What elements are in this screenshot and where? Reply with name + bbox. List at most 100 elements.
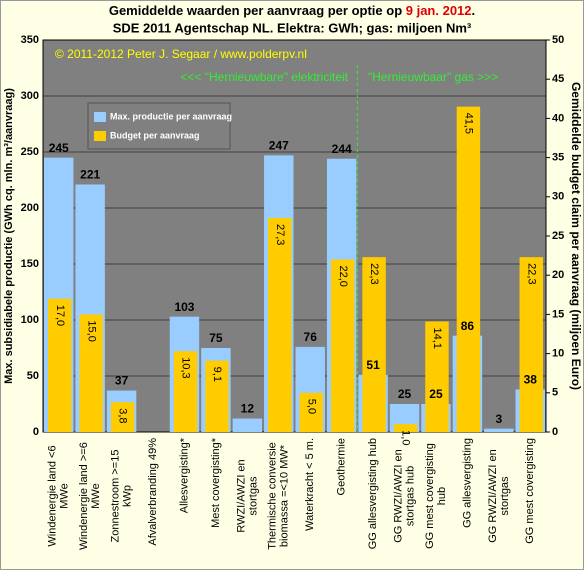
x-tick-label: Mest covergisting* <box>210 437 222 528</box>
title-part: . <box>472 3 476 18</box>
y2-tick-label: 20 <box>552 269 564 281</box>
x-tick-label: Afvalverbranding 49% <box>147 438 159 546</box>
value-label: 22,0 <box>337 266 349 287</box>
value-label: 38 <box>524 373 538 387</box>
y-tick-label: 350 <box>21 34 39 46</box>
y2-tick-label: 25 <box>552 230 564 242</box>
y2-tick-label: 5 <box>552 387 558 399</box>
bar <box>456 106 481 432</box>
legend-label: Max. productie per aanvraag <box>110 111 232 121</box>
x-tick-label: MWe <box>90 483 102 508</box>
legend-swatch <box>94 112 106 122</box>
value-label: 244 <box>332 142 352 156</box>
bar <box>110 402 135 432</box>
value-label: 1,0 <box>400 430 412 445</box>
value-label: 247 <box>269 139 289 153</box>
x-tick-label: GG mest covergisting <box>524 438 536 544</box>
legend: Max. productie per aanvraag Budget per aa… <box>87 102 232 150</box>
legend-box <box>87 102 231 150</box>
value-label: 22,3 <box>525 263 537 284</box>
y2-tick-label: 40 <box>552 112 564 124</box>
y-axis-label: Max. subsidiabele productie (GWh cq. mln… <box>3 88 15 384</box>
value-label: 51 <box>366 358 380 372</box>
x-tick-label: Allesvergisting* <box>178 437 190 513</box>
y2-tick-label: 50 <box>552 34 564 46</box>
value-label: 221 <box>80 168 100 182</box>
value-label: 76 <box>304 330 318 344</box>
value-label: 14,1 <box>431 327 443 348</box>
x-tick-label: Zonnestroom >=15 <box>110 450 122 543</box>
x-tick-label: GG RWZI/AWZI en <box>392 449 404 543</box>
x-tick-label: RWZI/AWZI en <box>235 459 247 532</box>
bar <box>299 392 323 432</box>
x-tick-label: biomassa =<10 MW* <box>279 444 291 547</box>
bar <box>173 351 198 432</box>
y-tick-label: 250 <box>21 146 39 158</box>
y2-tick-label: 35 <box>552 152 564 164</box>
annotation: <<< "Hernieuwbare" elektriciteit <box>180 70 348 84</box>
value-label: 3 <box>496 412 503 426</box>
bar <box>330 259 355 432</box>
x-tick-label: Waterkracht < 5 m. <box>304 438 316 531</box>
value-label: 245 <box>49 141 69 155</box>
x-tick-label: stortgas hub <box>404 466 416 527</box>
y2-axis-label: Gemiddelde budget claim per aanvraag (mi… <box>569 82 583 390</box>
value-label: 12 <box>241 402 255 416</box>
y2-tick-label: 45 <box>552 73 564 85</box>
x-tick-label: GG allesvergisting <box>461 438 473 528</box>
y2-tick-label: 0 <box>552 426 558 438</box>
x-tick-label: kWp <box>122 485 134 507</box>
bar <box>484 428 514 432</box>
value-label: 3,8 <box>117 408 129 423</box>
bar <box>48 298 72 432</box>
x-tick-label: Thermische conversie <box>267 442 279 550</box>
x-tick-label: MWe <box>59 483 71 508</box>
title-date: 9 jan. 2012 <box>406 3 472 18</box>
x-tick-label: hub <box>436 487 448 505</box>
value-label: 25 <box>398 387 412 401</box>
title-part: Gemiddelde waarden per aanvraag per opti… <box>109 3 406 18</box>
annotation: "Hernieuwbaar" gas >>> <box>368 70 498 84</box>
bar <box>362 257 386 432</box>
y2-tick-label: 30 <box>552 191 564 203</box>
value-label: 37 <box>115 374 129 388</box>
bar <box>205 360 229 432</box>
x-tick-label: Windenergie land >=6 <box>78 442 90 550</box>
x-tick-label: stortgas <box>499 476 511 516</box>
y2-tick-label: 15 <box>552 308 564 320</box>
chart-title: Gemiddelde waarden per aanvraag per opti… <box>109 3 475 18</box>
y-tick-label: 150 <box>21 258 39 270</box>
y2-tick-label: 10 <box>552 348 564 360</box>
bar <box>425 321 449 432</box>
annotation: © 2011-2012 Peter J. Segaar / www.polder… <box>55 47 307 61</box>
bar <box>519 257 543 432</box>
bar <box>232 418 263 432</box>
value-label: 22,3 <box>368 263 380 284</box>
value-label: 9,1 <box>211 367 223 382</box>
value-label: 25 <box>429 387 443 401</box>
y-tick-label: 0 <box>33 426 39 438</box>
x-tick-label: stortgas <box>247 476 259 516</box>
x-tick-label: Windenergie land <6 <box>47 445 59 546</box>
value-label: 86 <box>461 319 475 333</box>
y-tick-label: 200 <box>21 202 39 214</box>
y-tick-label: 100 <box>21 314 39 326</box>
bar <box>268 217 292 432</box>
x-tick-label: GG allesvergisting hub <box>367 438 379 549</box>
value-label: 103 <box>174 300 194 314</box>
legend-label: Budget per aanvraag <box>110 130 200 140</box>
x-tick-label: GG mest covergisting <box>424 443 436 549</box>
x-tick-label: Geothermie <box>336 438 348 495</box>
value-label: 5,0 <box>305 399 317 414</box>
bar <box>79 314 103 432</box>
value-label: 75 <box>209 331 223 345</box>
value-label: 27,3 <box>274 224 286 245</box>
value-label: 41,5 <box>463 113 475 134</box>
bar <box>393 424 418 432</box>
x-tick-label: GG RWZI/AWZI en <box>487 449 499 543</box>
value-label: 15,0 <box>85 320 97 341</box>
chart-subtitle: SDE 2011 Agentschap NL. Elektra: GWh; ga… <box>113 20 472 35</box>
value-label: 17,0 <box>54 305 66 326</box>
y-tick-label: 50 <box>27 370 39 382</box>
